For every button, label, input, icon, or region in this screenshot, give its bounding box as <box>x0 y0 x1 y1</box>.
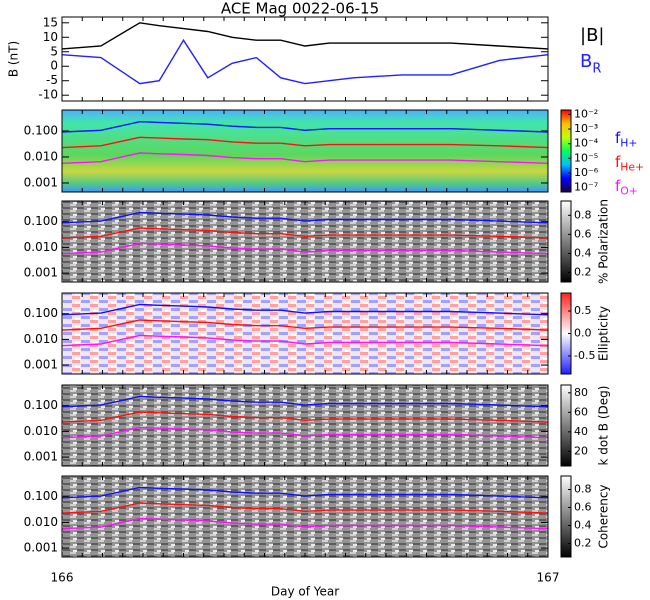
y-tick-label: 10 <box>43 30 58 44</box>
series-line <box>61 486 549 499</box>
chart-title: ACE Mag 0022-06-15 <box>221 0 379 18</box>
series-line <box>61 303 549 316</box>
y-tick-label: 0.100 <box>24 214 58 228</box>
colorbar-tick-label: 0.6 <box>574 227 592 240</box>
series-line <box>61 395 549 408</box>
y-axis-label: B (nT) <box>7 41 21 77</box>
y-tick-label: 15 <box>43 15 58 29</box>
plot-frame <box>61 16 549 102</box>
y-tick-label: 0.010 <box>24 332 58 346</box>
colorbar-tick-label: 0.0 <box>574 327 592 340</box>
series-line <box>61 38 549 85</box>
colorbar <box>560 475 572 558</box>
spectrogram-background <box>62 110 548 192</box>
series-line <box>61 242 549 255</box>
y-tick-label: 0.100 <box>24 306 58 320</box>
colorbar-tick-label: 10⁻² <box>574 107 598 120</box>
x-tick-label: 167 <box>537 571 560 585</box>
y-tick-label: 0.010 <box>24 424 58 438</box>
y-tick-label: 0.001 <box>24 175 58 189</box>
legend-label: fO+ <box>615 177 638 198</box>
y-tick-label: -5 <box>46 73 58 87</box>
y-tick-label: 0.001 <box>24 450 58 464</box>
spectrogram-background <box>62 293 548 374</box>
spectrogram-background <box>62 476 548 557</box>
y-tick-label: 0.010 <box>24 515 58 529</box>
colorbar-tick-label: 60 <box>574 405 588 418</box>
spectrogram-background <box>62 385 548 466</box>
series-line <box>61 211 549 224</box>
colorbar-tick-label: 10⁻⁴ <box>574 137 599 150</box>
colorbar-tick-label: 20 <box>574 444 588 457</box>
series-line <box>61 517 549 530</box>
series-line <box>61 319 549 331</box>
plot-frame <box>61 200 549 283</box>
legend-label: fH+ <box>615 129 637 150</box>
series-line <box>61 227 549 239</box>
colorbar-tick-label: 0.2 <box>574 537 592 550</box>
series-line <box>61 120 549 133</box>
colorbar-tick-label: 10⁻⁷ <box>574 181 598 194</box>
series-line <box>61 136 549 149</box>
colorbar-label: % Polarization <box>597 199 611 284</box>
colorbar-tick-label: 80 <box>574 386 588 399</box>
colorbar <box>560 109 572 193</box>
y-tick-label: 0.100 <box>24 123 58 137</box>
y-tick-label: 0.010 <box>24 240 58 254</box>
series-line <box>61 411 549 423</box>
colorbar-label: Coherency <box>597 484 611 548</box>
series-line <box>61 426 549 439</box>
colorbar-tick-label: 10⁻⁶ <box>574 166 599 179</box>
plot-frame <box>61 475 549 558</box>
plot-frame <box>61 109 549 193</box>
colorbar-tick-label: 0.8 <box>574 483 592 496</box>
legend-label: |B| <box>580 25 604 46</box>
spectrogram-background <box>62 201 548 282</box>
series-line <box>61 152 549 164</box>
colorbar-tick-label: 0.2 <box>574 265 592 278</box>
colorbar-tick-label: 0.4 <box>574 519 592 532</box>
colorbar-tick-label: 0.8 <box>574 208 592 221</box>
colorbar-tick-label: 10⁻³ <box>574 122 598 135</box>
colorbar <box>560 384 572 467</box>
y-tick-label: 0.001 <box>24 266 58 280</box>
y-tick-label: -10 <box>38 88 58 102</box>
colorbar-tick-label: 0.4 <box>574 246 592 259</box>
legend-label: fHe+ <box>615 153 644 174</box>
colorbar-tick-label: 10⁻⁵ <box>574 151 598 164</box>
legend-label: BR <box>580 51 601 76</box>
series-line <box>61 502 549 514</box>
colorbar-tick-label: -0.5 <box>574 349 595 362</box>
colorbar-tick-label: 0.6 <box>574 501 592 514</box>
x-tick-label: 166 <box>51 571 74 585</box>
colorbar-label: Ellipticity <box>597 306 611 361</box>
colorbar-tick-label: 0.5 <box>574 304 592 317</box>
y-tick-label: 0.100 <box>24 489 58 503</box>
y-tick-label: 0 <box>50 59 58 73</box>
y-tick-label: 0.001 <box>24 541 58 555</box>
y-tick-label: 0.001 <box>24 358 58 372</box>
plot-frame <box>61 384 549 467</box>
x-axis-label: Day of Year <box>271 585 339 599</box>
colorbar-label: k dot B (Deg) <box>597 386 611 466</box>
colorbar-tick-label: 40 <box>574 425 588 438</box>
y-tick-label: 0.100 <box>24 398 58 412</box>
y-tick-label: 5 <box>50 44 58 58</box>
plot-frame <box>61 292 549 375</box>
series-line <box>61 334 549 347</box>
colorbar <box>560 200 572 283</box>
series-line <box>61 22 549 50</box>
y-tick-label: 0.010 <box>24 149 58 163</box>
